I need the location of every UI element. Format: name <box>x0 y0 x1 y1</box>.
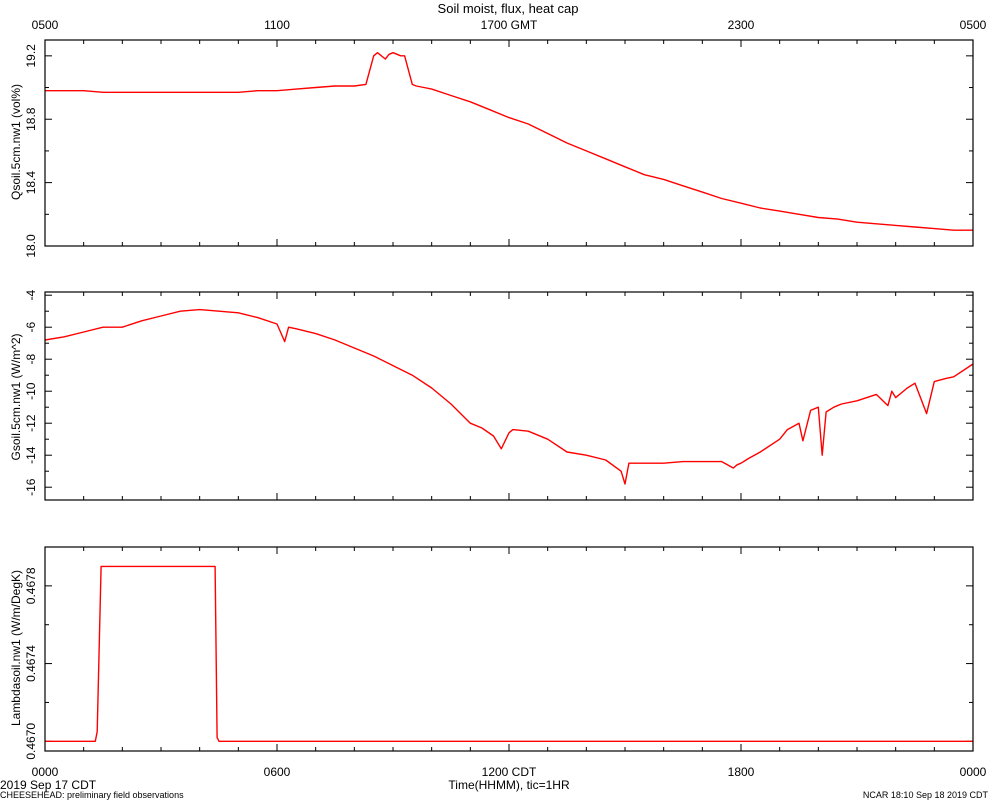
top-tick-label: 2300 <box>728 18 755 32</box>
ylabel-soil-moisture: Qsoil.5cm.nw1 (vol%) <box>9 84 23 200</box>
bottom-tick-label: 1800 <box>728 765 755 779</box>
bottom-tick-label: 0600 <box>264 765 291 779</box>
series-line-soil-moisture <box>45 52 973 231</box>
plot-frame <box>44 291 974 501</box>
top-tick-label: 1700 GMT <box>481 18 538 32</box>
footer-left: CHEESEHEAD: preliminary field observatio… <box>0 790 184 800</box>
series-line-soil-heat-flux <box>44 308 974 485</box>
y-tick-label: 18.0 <box>24 234 38 258</box>
y-tick-label: 18.8 <box>24 107 38 131</box>
y-tick-label: 0.4670 <box>24 723 38 760</box>
y-tick-label: 0.4674 <box>24 645 38 682</box>
top-tick-label: 1100 <box>264 18 290 32</box>
ylabel-thermal-conductivity: Lambdasoil.nw1 (W/m/DegK) <box>9 570 23 726</box>
series-line <box>44 308 974 485</box>
yticks-soil-moisture: 18.0 18.4 18.8 19.2 <box>24 44 973 258</box>
y-tick-label: -8 <box>24 354 38 365</box>
y-tick-label: -16 <box>24 478 38 496</box>
series-line-thermal-conductivity <box>45 565 973 742</box>
y-tick-label: 18.4 <box>24 171 38 195</box>
y-tick-label: 19.2 <box>24 44 38 68</box>
chart-title: Soil moist, flux, heat cap <box>438 1 579 16</box>
bottom-axis-labels: 0000 0600 1200 CDT 1800 0000 <box>32 765 987 779</box>
yticks-thermal-conductivity: 0.4670 0.4674 0.4678 <box>24 567 973 760</box>
y-tick-label: -12 <box>24 414 38 432</box>
bottom-tick-label: 0000 <box>960 765 987 779</box>
y-tick-label: -6 <box>24 322 38 333</box>
bottom-tick-label: 1200 CDT <box>482 765 537 779</box>
ylabel-soil-heat-flux: Gsoil.5cm.nw1 (W/m^2) <box>9 334 23 461</box>
top-axis-labels: 0500 1100 1700 GMT 2300 0500 <box>32 18 987 32</box>
date-label: 2019 Sep 17 CDT <box>0 778 97 792</box>
top-tick-label: 0500 <box>32 18 59 32</box>
plot-frame <box>44 39 974 247</box>
y-tick-label: -14 <box>24 446 38 464</box>
panel-soil-moisture: Qsoil.5cm.nw1 (vol%) 18.0 18.4 18.8 19.2 <box>9 39 974 258</box>
series-line <box>45 52 973 231</box>
y-tick-label: -4 <box>24 290 38 301</box>
plot-frame <box>44 546 974 752</box>
y-tick-label: -10 <box>24 382 38 400</box>
top-tick-label: 0500 <box>960 18 987 32</box>
xaxis-label: Time(HHMM), tic=1HR <box>448 778 570 792</box>
series-line <box>45 565 973 742</box>
footer-right: NCAR 18:10 Sep 18 2019 CDT <box>863 790 989 800</box>
panel-soil-heat-flux: Gsoil.5cm.nw1 (W/m^2) -16 -14 -12 -10 -8 -6 -4 <box>9 290 974 501</box>
bottom-tick-label: 0000 <box>32 765 59 779</box>
panel-thermal-conductivity: Lambdasoil.nw1 (W/m/DegK) 0.46700.46740.… <box>9 546 974 760</box>
yticks-soil-heat-flux: -16 -14 -12 -10 -8 -6 -4 <box>24 290 973 496</box>
y-tick-label: 0.4678 <box>24 567 38 604</box>
